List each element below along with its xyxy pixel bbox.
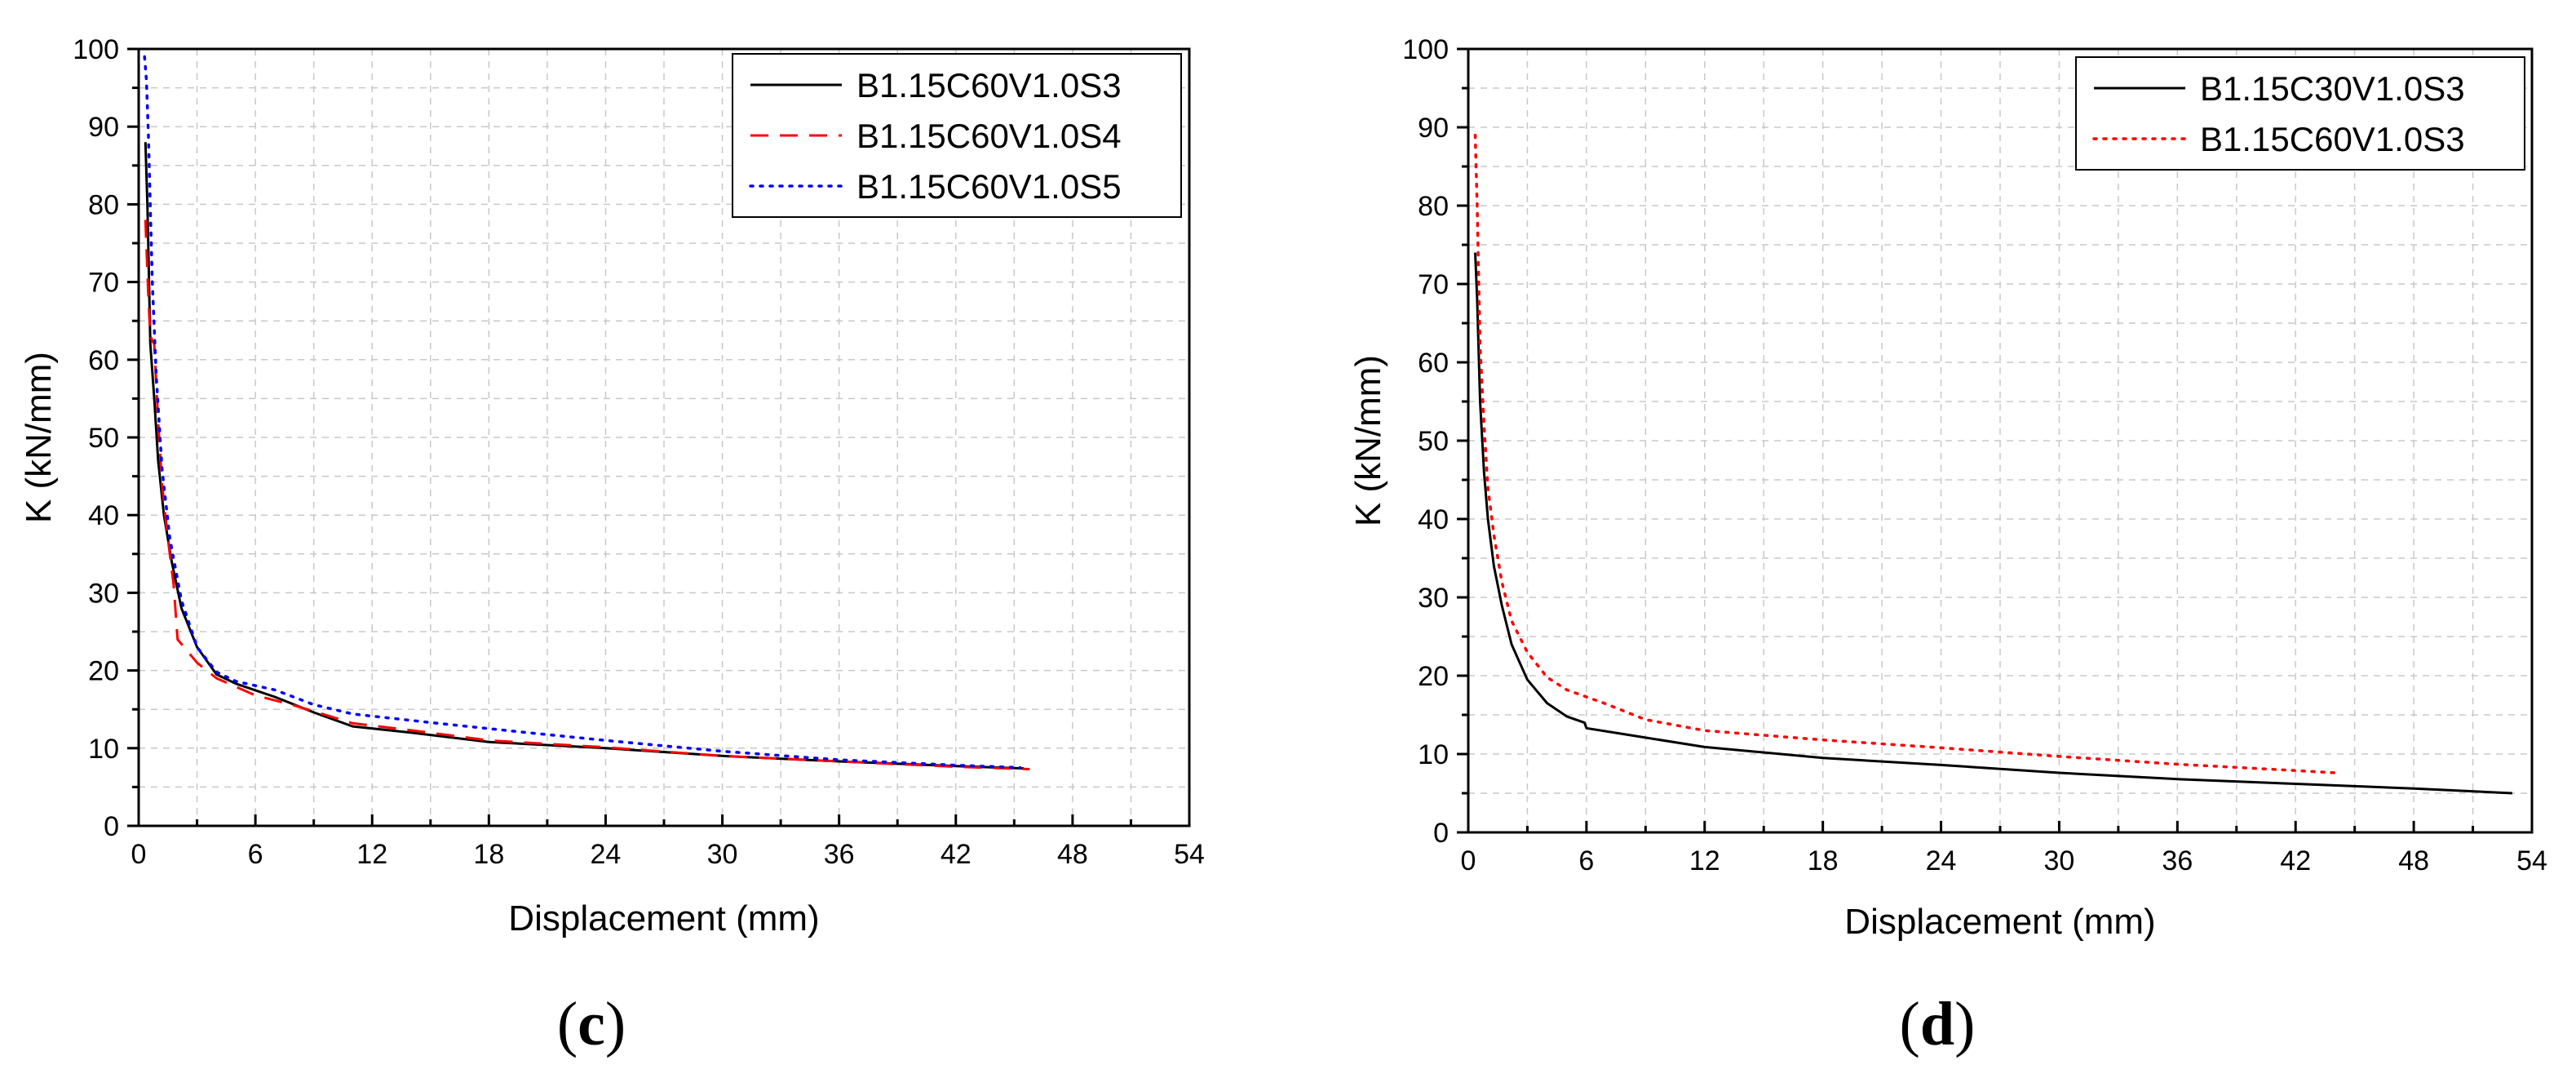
- x-tick-label: 48: [1057, 839, 1088, 870]
- x-tick-label: 0: [131, 839, 147, 870]
- y-tick-label: 30: [1418, 583, 1449, 614]
- x-axis-title: Displacement (mm): [508, 898, 819, 938]
- panel-letter-c: c: [578, 990, 605, 1058]
- panel-label-d: (d): [1900, 990, 1976, 1058]
- legend: B1.15C60V1.0S3 B1.15C60V1.0S4 B1.15C60V1.0…: [732, 53, 1182, 218]
- panel-letter-d: d: [1920, 990, 1954, 1058]
- x-tick-label: 36: [2162, 845, 2193, 876]
- y-tick-label: 40: [1418, 504, 1449, 535]
- panel-label-c: (c): [557, 990, 626, 1058]
- legend-label: B1.15C60V1.0S3: [2200, 120, 2465, 158]
- y-tick-label: 20: [88, 656, 119, 687]
- x-tick-label: 42: [2280, 845, 2311, 876]
- x-tick-label: 0: [1461, 845, 1476, 876]
- y-tick-label: 70: [88, 268, 119, 299]
- y-tick-label: 100: [73, 34, 119, 65]
- x-tick-label: 30: [707, 839, 738, 870]
- x-tick-label: 12: [356, 839, 387, 870]
- legend-label: B1.15C60V1.0S4: [856, 117, 1122, 155]
- y-tick-label: 80: [88, 189, 119, 220]
- y-tick-label: 100: [1402, 34, 1449, 65]
- x-tick-label: 12: [1689, 845, 1720, 876]
- y-tick-label: 40: [88, 500, 119, 531]
- legend: B1.15C30V1.0S3 B1.15C60V1.0S3: [2075, 56, 2525, 171]
- y-tick-label: 60: [1418, 348, 1449, 379]
- grid: [138, 48, 1190, 827]
- series-line-1: [144, 142, 1025, 770]
- y-tick-label: 30: [88, 578, 119, 609]
- y-tick-label: 60: [88, 345, 119, 376]
- legend-label: B1.15C60V1.0S5: [856, 167, 1122, 206]
- y-tick-label: 20: [1418, 661, 1449, 692]
- y-tick-label: 0: [1433, 818, 1449, 849]
- x-tick-label: 18: [473, 839, 504, 870]
- x-tick-label: 54: [1174, 839, 1205, 870]
- chart-c: 0 6 12 18 24 30 36 42 48 54 0 10 20 30 40 50 60 70 80 90 100…: [19, 34, 1205, 938]
- x-tick-label: 6: [248, 839, 263, 870]
- legend-box: [2075, 56, 2525, 171]
- legend-label: B1.15C30V1.0S3: [2200, 69, 2465, 108]
- y-axis-title: K (kN/mm): [19, 352, 59, 523]
- y-tick-label: 50: [88, 423, 119, 454]
- x-tick-label: 48: [2398, 845, 2429, 876]
- x-tick-label: 42: [941, 839, 972, 870]
- x-tick-label: 6: [1578, 845, 1594, 876]
- x-tick-label: 36: [824, 839, 855, 870]
- series-line-2: [1473, 133, 2337, 774]
- x-tick-label: 18: [1808, 845, 1839, 876]
- y-tick-label: 10: [88, 734, 119, 765]
- legend-label: B1.15C60V1.0S3: [856, 66, 1122, 104]
- legend-box: [732, 53, 1182, 218]
- x-tick-label: 24: [1926, 845, 1957, 876]
- x-tick-label: 24: [591, 839, 622, 870]
- grid: [1467, 48, 2533, 833]
- y-tick-label: 50: [1418, 426, 1449, 457]
- y-axis-title: K (kN/mm): [1348, 355, 1388, 526]
- y-tick-label: 90: [88, 112, 119, 143]
- series-line-3: [143, 55, 1022, 770]
- y-tick-label: 90: [1418, 113, 1449, 144]
- y-tick-label: 10: [1418, 739, 1449, 770]
- series-line-1: [1474, 252, 2512, 795]
- y-tick-label: 80: [1418, 191, 1449, 222]
- x-axis-title: Displacement (mm): [1844, 902, 2155, 942]
- x-tick-label: 30: [2044, 845, 2075, 876]
- y-tick-label: 0: [104, 811, 119, 842]
- x-tick-label: 54: [2516, 845, 2547, 876]
- y-tick-label: 70: [1418, 269, 1449, 300]
- chart-d: 0 6 12 18 24 30 36 42 48 54 0 10 20 30 40 50 60 70 80 90 100…: [1348, 34, 2547, 942]
